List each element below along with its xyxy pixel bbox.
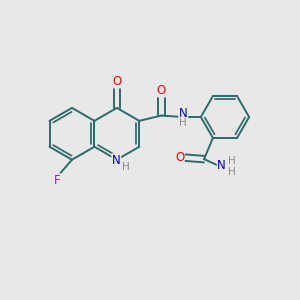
Text: O: O — [175, 151, 184, 164]
Text: H: H — [228, 156, 236, 166]
Text: H: H — [179, 118, 187, 128]
Text: H: H — [228, 167, 236, 177]
Text: N: N — [179, 107, 188, 120]
Text: N: N — [218, 158, 226, 172]
Text: H: H — [122, 162, 130, 172]
Text: O: O — [112, 75, 122, 88]
Text: F: F — [54, 174, 61, 187]
Text: N: N — [112, 154, 121, 167]
Text: O: O — [157, 84, 166, 97]
